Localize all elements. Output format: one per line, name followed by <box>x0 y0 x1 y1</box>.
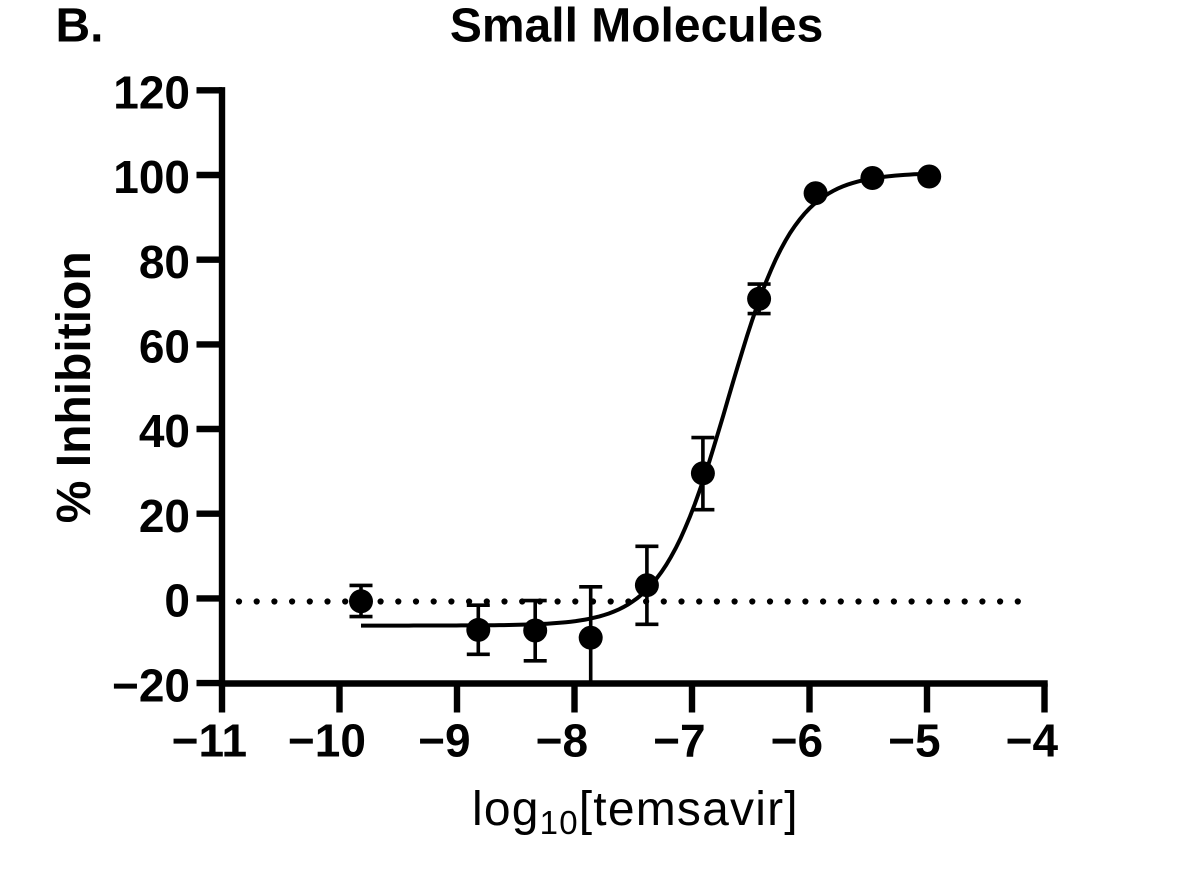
svg-text:−8: −8 <box>536 715 588 767</box>
svg-text:B.: B. <box>56 0 104 53</box>
svg-text:60: 60 <box>139 321 190 373</box>
svg-text:80: 80 <box>139 236 190 288</box>
svg-text:20: 20 <box>139 490 190 542</box>
svg-text:40: 40 <box>139 405 190 457</box>
svg-text:100: 100 <box>113 151 190 203</box>
svg-text:−6: −6 <box>771 715 823 767</box>
svg-text:−11: −11 <box>172 715 248 767</box>
svg-text:% Inhibition: % Inhibition <box>48 251 101 523</box>
svg-text:−10: −10 <box>288 715 366 767</box>
svg-text:−5: −5 <box>888 715 940 767</box>
svg-text:−7: −7 <box>653 715 705 767</box>
svg-text:Small Molecules: Small Molecules <box>450 0 823 53</box>
svg-text:0: 0 <box>164 575 190 627</box>
svg-text:−20: −20 <box>112 659 190 711</box>
svg-text:−4: −4 <box>1006 715 1059 767</box>
svg-text:120: 120 <box>113 67 190 119</box>
svg-text:log10[temsavir]: log10[temsavir] <box>472 783 799 841</box>
svg-text:−9: −9 <box>418 715 470 767</box>
